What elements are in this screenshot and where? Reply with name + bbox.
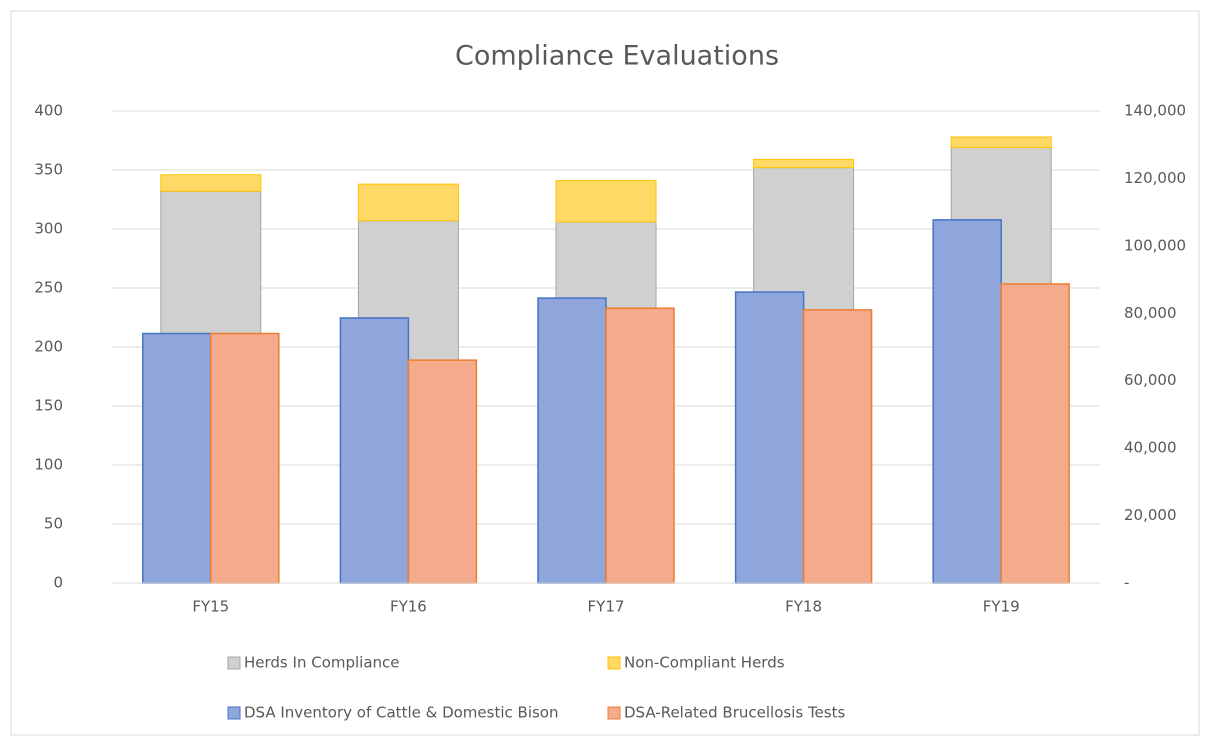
legend-label: DSA-Related Brucellosis Tests xyxy=(624,704,845,722)
x-tick-label: FY18 xyxy=(785,598,822,616)
stacked-bar xyxy=(160,174,262,192)
bar xyxy=(142,332,212,584)
y2-tick-label: - xyxy=(1124,574,1129,592)
legend-label: Non-Compliant Herds xyxy=(624,654,785,672)
bar xyxy=(802,309,873,584)
y-tick-label: 0 xyxy=(53,574,63,592)
y-tick-label: 250 xyxy=(34,279,63,297)
x-tick-label: FY15 xyxy=(192,598,229,616)
y-tick-label: 50 xyxy=(44,515,63,533)
stacked-bar xyxy=(753,158,855,169)
bar xyxy=(407,359,478,584)
legend-swatch xyxy=(607,656,621,670)
legend-label: DSA Inventory of Cattle & Domestic Bison xyxy=(244,704,558,722)
legend-swatch xyxy=(607,706,621,720)
stacked-bar xyxy=(555,180,657,223)
legend-swatch xyxy=(227,706,241,720)
x-tick-label: FY19 xyxy=(983,598,1020,616)
x-tick-label: FY16 xyxy=(390,598,427,616)
y2-tick-label: 80,000 xyxy=(1124,304,1177,322)
y-tick-label: 200 xyxy=(34,338,63,356)
bar xyxy=(537,297,607,584)
y2-tick-label: 40,000 xyxy=(1124,439,1177,457)
bar xyxy=(932,219,1002,584)
y-tick-label: 150 xyxy=(34,397,63,415)
y-tick-label: 300 xyxy=(34,220,63,238)
stacked-bar xyxy=(357,183,459,222)
y-tick-label: 350 xyxy=(34,161,63,179)
y-tick-label: 400 xyxy=(34,102,63,120)
y2-tick-label: 120,000 xyxy=(1124,169,1186,187)
bar xyxy=(210,332,280,584)
bar xyxy=(1000,283,1070,584)
y2-tick-label: 100,000 xyxy=(1124,236,1186,254)
y2-tick-label: 140,000 xyxy=(1124,102,1186,120)
chart-title: Compliance Evaluations xyxy=(455,41,779,72)
y-tick-label: 100 xyxy=(34,456,63,474)
stacked-bar xyxy=(950,136,1052,149)
bar xyxy=(339,317,410,584)
x-tick-label: FY17 xyxy=(588,598,625,616)
y2-tick-label: 60,000 xyxy=(1124,371,1177,389)
legend-swatch xyxy=(227,656,241,670)
legend-label: Herds In Compliance xyxy=(244,654,400,672)
bar xyxy=(605,307,675,584)
y2-tick-label: 20,000 xyxy=(1124,506,1177,524)
bar xyxy=(734,291,805,584)
